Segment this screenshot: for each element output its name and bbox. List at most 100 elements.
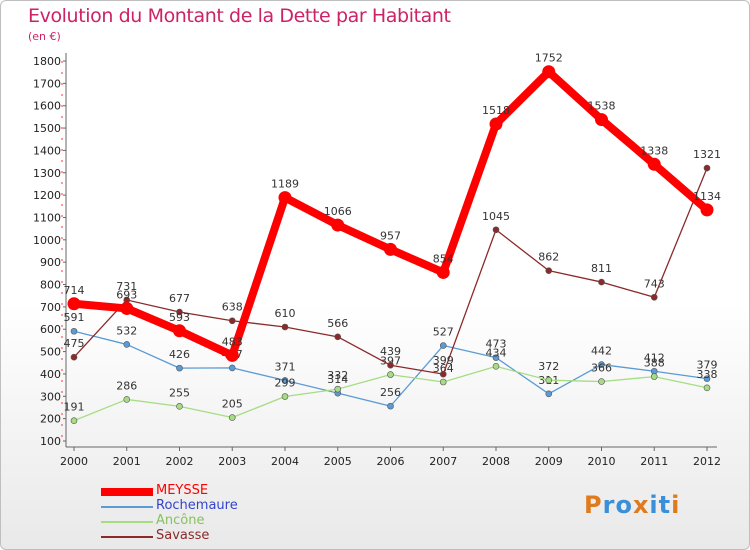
data-point-rochemaure (545, 390, 553, 398)
data-label-ancne: 397 (380, 355, 401, 368)
data-label-rochemaure: 314 (327, 373, 348, 386)
data-label-ancne: 286 (116, 379, 137, 392)
x-tick-label: 2011 (640, 455, 668, 468)
data-label-rochemaure: 527 (433, 326, 454, 339)
data-label-meysse: 1189 (271, 178, 299, 191)
y-tick-label: 1300 (33, 167, 61, 180)
data-point-savasse (70, 353, 78, 361)
data-label-ancne: 364 (433, 362, 454, 375)
legend-label: Rochemaure (156, 498, 238, 513)
data-point-rochemaure (123, 341, 131, 348)
x-tick-label: 2010 (588, 455, 616, 468)
data-point-rochemaure (70, 327, 78, 335)
data-point-meysse (436, 265, 450, 279)
data-point-rochemaure (228, 364, 236, 372)
y-tick-label: 1500 (33, 122, 61, 135)
data-label-rochemaure: 412 (644, 351, 665, 364)
data-point-ancne (334, 385, 342, 393)
data-point-ancne (439, 378, 447, 386)
data-point-ancne (228, 414, 236, 421)
data-label-ancne: 366 (591, 362, 612, 375)
data-point-rochemaure (439, 342, 447, 349)
data-label-savasse: 811 (591, 262, 612, 275)
x-tick-label: 2007 (429, 455, 457, 468)
legend-item-rochemaure: Rochemaure (101, 498, 301, 515)
data-label-ancne: 332 (327, 369, 348, 382)
data-label-savasse: 862 (538, 251, 559, 264)
data-point-savasse (703, 164, 711, 172)
data-point-savasse (334, 333, 342, 341)
data-label-savasse: 610 (275, 307, 296, 320)
data-label-meysse: 1338 (640, 144, 668, 157)
data-label-meysse: 1752 (535, 52, 563, 65)
legend-item-meysse: MEYSSE (101, 483, 301, 500)
data-label-savasse: 638 (222, 301, 243, 314)
y-tick-label: 500 (40, 346, 61, 359)
data-label-ancne: 434 (486, 346, 507, 359)
y-tick-label: 300 (40, 390, 61, 403)
data-label-rochemaure: 426 (169, 348, 190, 361)
data-point-savasse (281, 323, 289, 331)
data-point-meysse (384, 242, 397, 256)
data-point-meysse (595, 113, 608, 127)
data-point-savasse (492, 226, 500, 234)
legend-item-ancne: Ancône (101, 513, 301, 530)
data-label-rochemaure: 256 (380, 386, 401, 399)
y-tick-label: 1200 (33, 189, 61, 202)
x-tick-label: 2006 (377, 455, 405, 468)
y-tick-label: 1800 (33, 55, 61, 68)
data-point-meysse (120, 301, 134, 315)
data-label-ancne: 255 (169, 386, 190, 399)
x-tick-label: 2001 (113, 455, 141, 468)
data-point-rochemaure (281, 377, 289, 384)
data-label-rochemaure: 532 (116, 324, 137, 337)
data-point-ancne (70, 417, 78, 424)
data-point-rochemaure (387, 402, 394, 410)
data-point-meysse (700, 203, 714, 217)
data-label-ancne: 299 (275, 377, 296, 390)
data-point-ancne (703, 384, 711, 392)
data-label-savasse: 1045 (482, 210, 510, 223)
x-tick-label: 2000 (60, 455, 88, 468)
y-tick-label: 100 (40, 435, 61, 448)
proxiti-logo[interactable]: Proxiti (584, 491, 681, 519)
legend-swatch (101, 506, 153, 508)
series-line-savasse (73, 167, 708, 375)
data-label-savasse: 439 (380, 345, 401, 358)
data-label-ancne: 205 (222, 398, 243, 411)
data-point-savasse (228, 317, 236, 325)
data-point-ancne (598, 378, 605, 385)
data-label-meysse: 593 (169, 311, 190, 324)
x-tick-label: 2012 (693, 455, 721, 468)
data-label-meysse: 693 (116, 288, 137, 301)
data-point-ancne (545, 376, 553, 384)
data-point-rochemaure (598, 361, 605, 368)
legend-label: Ancône (156, 513, 205, 528)
data-point-rochemaure (176, 364, 183, 372)
data-label-meysse: 483 (222, 335, 243, 348)
data-point-savasse (598, 278, 605, 286)
data-point-ancne (650, 373, 658, 380)
data-label-meysse: 1134 (693, 190, 721, 203)
x-tick-label: 2004 (271, 455, 299, 468)
data-point-meysse (331, 218, 345, 232)
y-tick-label: 600 (40, 323, 61, 336)
data-label-meysse: 854 (433, 252, 454, 265)
data-point-ancne (281, 393, 289, 400)
data-point-savasse (545, 267, 553, 274)
data-label-savasse: 475 (64, 337, 85, 350)
y-tick-label: 1400 (33, 144, 61, 157)
data-label-ancne: 388 (644, 357, 665, 370)
x-tick-label: 2003 (218, 455, 246, 468)
data-point-ancne (387, 371, 394, 378)
data-label-meysse: 714 (64, 284, 85, 297)
y-tick-label: 1600 (33, 100, 61, 113)
data-point-savasse (650, 293, 658, 301)
data-label-savasse: 566 (327, 317, 348, 330)
legend-label: MEYSSE (156, 483, 209, 498)
data-point-meysse (173, 324, 186, 338)
y-tick-label: 700 (40, 301, 61, 314)
data-label-ancne: 338 (697, 368, 718, 381)
